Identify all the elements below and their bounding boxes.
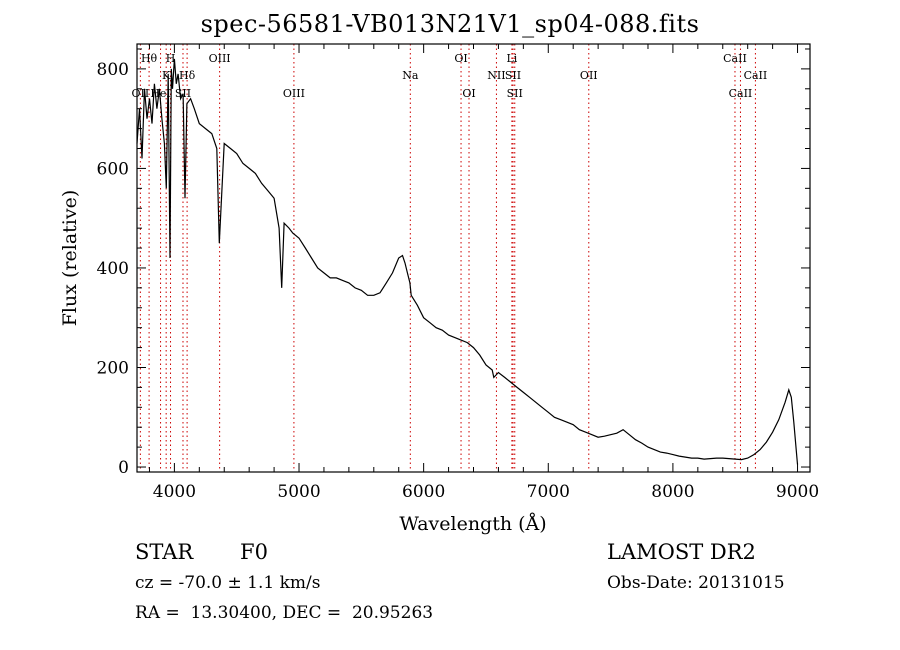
object-type: STAR xyxy=(135,540,194,564)
marker-label-2: H xyxy=(166,52,176,65)
y-tick-label-4: 800 xyxy=(97,60,129,80)
y-tick-label-0: 0 xyxy=(118,458,129,478)
x-tick-label-5: 9000 xyxy=(776,482,819,502)
marker-label-16: OII xyxy=(580,69,598,82)
marker-label-11: OI xyxy=(462,87,475,100)
x-tick-label-0: 4000 xyxy=(153,482,196,502)
plot-frame xyxy=(136,43,811,473)
spectral-line-markers xyxy=(139,44,756,472)
redshift-text: cz = -70.0 ± 1.1 km/s xyxy=(135,573,321,593)
marker-label-6: Hδ xyxy=(179,69,196,82)
marker-label-15: SII xyxy=(507,87,523,100)
marker-label-19: CaII xyxy=(729,87,753,100)
subclass: F0 xyxy=(240,540,268,564)
x-axis-ticks: 4000 5000 6000 7000 8000 9000 xyxy=(148,44,819,502)
survey-name: LAMOST DR2 xyxy=(607,540,756,564)
x-tick-label-3: 7000 xyxy=(527,482,570,502)
x-tick-label-4: 8000 xyxy=(651,482,694,502)
spectrum-line xyxy=(136,58,799,465)
marker-label-0: Hθ xyxy=(141,52,158,65)
chart-title: spec-56581-VB013N21V1_sp04-088.fits xyxy=(200,10,700,38)
marker-label-14: SII xyxy=(505,69,521,82)
y-tick-label-1: 200 xyxy=(97,358,129,378)
marker-label-18: CaII xyxy=(744,69,768,82)
marker-label-17: CaII xyxy=(723,52,747,65)
marker-label-10: OI xyxy=(454,52,467,65)
marker-label-8: OIII xyxy=(283,87,305,100)
marker-label-5: SII xyxy=(175,87,191,100)
marker-label-9: Na xyxy=(402,69,419,82)
marker-label-7: OIII xyxy=(209,52,231,65)
x-tick-label-1: 5000 xyxy=(277,482,320,502)
x-tick-label-2: 6000 xyxy=(402,482,445,502)
x-axis-label: Wavelength (Å) xyxy=(399,513,546,535)
y-tick-label-2: 400 xyxy=(97,259,129,279)
y-axis-ticks: 0 200 400 600 800 xyxy=(97,48,810,478)
obs-date: Obs-Date: 20131015 xyxy=(607,573,785,593)
y-axis-label: Flux (relative) xyxy=(59,190,81,327)
coordinates: RA = 13.30400, DEC = 20.95263 xyxy=(135,603,434,623)
marker-label-3: K xyxy=(162,69,171,82)
marker-label-12: Li xyxy=(506,52,517,65)
marker-label-13: NII xyxy=(487,69,505,82)
y-tick-label-3: 600 xyxy=(97,159,129,179)
